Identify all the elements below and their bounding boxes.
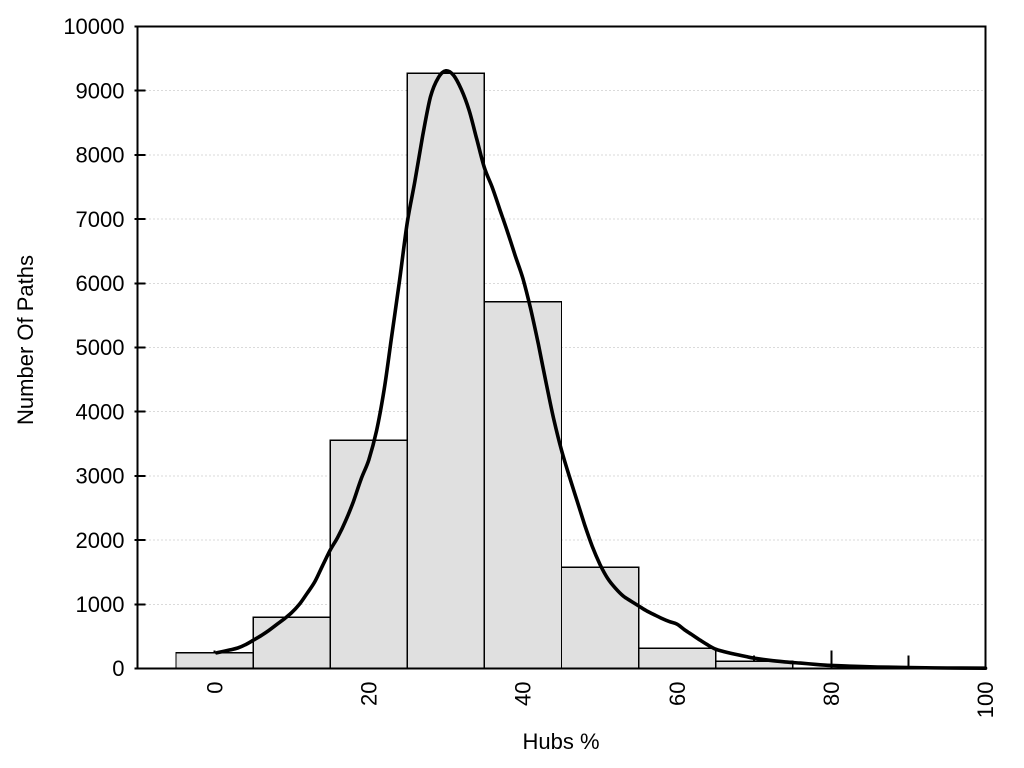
- plot-border: [136, 25, 987, 670]
- x-tick-label: 100: [973, 682, 998, 719]
- y-tick-label: 6000: [76, 271, 125, 296]
- histogram-bar: [175, 652, 254, 670]
- x-tick-label: 80: [819, 682, 844, 706]
- y-tick-label: 2000: [76, 528, 125, 553]
- y-tick-label: 3000: [76, 464, 125, 489]
- y-tick-label: 1000: [76, 592, 125, 617]
- fit-curve: [215, 68, 988, 670]
- histogram-bar: [406, 72, 486, 670]
- y-tick-label: 0: [112, 656, 124, 681]
- y-tick-label: 5000: [76, 335, 125, 360]
- x-axis-title: Hubs %: [522, 729, 600, 754]
- x-tick-label: 20: [356, 682, 381, 706]
- x-tick-label: 0: [202, 682, 227, 694]
- histogram-bar: [252, 616, 331, 670]
- y-tick-label: 7000: [76, 207, 125, 232]
- histogram-bar: [329, 439, 409, 670]
- histogram-bar: [637, 647, 717, 670]
- histogram-bar: [560, 566, 640, 670]
- x-tick-label: 60: [665, 682, 690, 706]
- y-axis-title: Number Of Paths: [13, 255, 38, 425]
- histogram-bar: [483, 300, 563, 670]
- x-tick-label: 40: [511, 682, 536, 706]
- y-tick-label: 9000: [76, 78, 125, 103]
- y-tick-label: 4000: [76, 399, 125, 424]
- y-tick-label: 8000: [76, 143, 125, 168]
- y-tick-label: 10000: [63, 14, 124, 39]
